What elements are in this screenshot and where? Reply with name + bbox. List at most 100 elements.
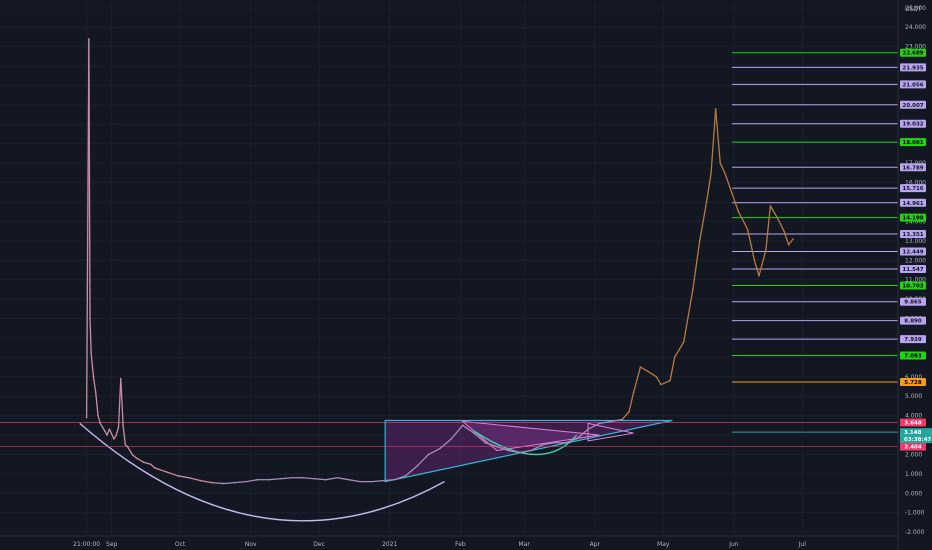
price-segment [154,467,167,473]
price-tick-label: 0.000 [905,490,922,497]
level-price-badge [900,138,926,147]
level-price-label: 10.703 [902,283,923,289]
price-tick-label: 1.000 [905,471,922,478]
price-point [598,422,601,425]
price-segment [692,240,701,290]
level-price-label: 21.935 [902,65,923,71]
price-point [97,414,99,417]
price-point [758,274,760,277]
price-segment [610,418,623,423]
currency-label: USDT [905,6,922,13]
price-point [99,422,102,425]
price-tick-label: 13.000 [905,238,926,245]
price-segment [628,392,635,412]
price-point [646,370,649,372]
price-point [682,341,685,343]
level-price-badge [900,297,926,306]
price-segment [731,192,740,212]
level-price-label: 21.056 [902,82,923,88]
price-segment [246,479,258,483]
price-point [165,471,168,473]
price-tick-label: 16.000 [905,180,926,187]
price-point [336,476,339,479]
price-tick-label: 4.000 [905,413,922,420]
price-segment [127,446,133,455]
level-price-badge [900,351,926,360]
time-axis[interactable]: 21:00:00 Sep Oct Nov Dec 2021 Feb Mar Apr May Jun J… [73,541,806,548]
price-segment [462,424,475,434]
price-segment [530,444,543,452]
price-point [108,428,111,431]
time-tick-label: 2021 [382,541,397,548]
price-segment [587,422,600,430]
price-segment [776,217,785,232]
time-tick-label: Jul [798,541,807,548]
current-price-label: 3.148 [904,430,922,436]
price-segment [669,357,676,381]
price-point [427,453,430,456]
price-point [404,475,407,477]
price-point [416,465,418,467]
price-segment [303,477,315,480]
price-point [393,478,396,481]
price-segment [705,172,712,203]
price-segment [348,479,361,483]
price-tick-label: 6.000 [905,374,922,381]
price-segment [92,376,97,393]
price-tick-label: 12.000 [905,257,926,264]
price-point [211,481,213,484]
level-price-label: 13.351 [902,232,923,238]
level-price-label: 18.081 [902,140,923,146]
price-point [776,216,779,219]
price-tick-label: 14.000 [905,218,926,225]
price-segment [280,477,292,480]
price-point [94,391,97,394]
price-point [115,434,118,436]
price-segment [95,392,99,416]
price-point [575,438,578,440]
price-segment [88,38,91,319]
price-segment [268,478,281,481]
price-segment [115,427,120,436]
price-point [692,288,694,291]
price-point [450,438,453,440]
level-price-badge [900,335,926,344]
price-point [746,228,749,230]
price-point [117,426,120,429]
level-price-badge [900,378,926,387]
price-segment [143,461,151,465]
price-segment [783,230,790,245]
price-segment [117,378,122,428]
price-point [370,480,373,483]
level-price-label: 20.007 [902,103,923,109]
price-point [359,480,361,483]
price-tick-label: -1.000 [905,510,925,517]
price-segment [89,318,92,354]
price-segment [473,432,486,444]
price-point [507,449,510,452]
price-point [621,418,624,421]
price-point [719,162,722,164]
price-segment [108,428,115,440]
price-segment [715,108,721,164]
price-point [119,377,122,380]
price-point [131,453,133,456]
level-price-label: 7.939 [904,337,922,343]
price-point [222,482,225,485]
level-price-badge [900,247,926,256]
level-price-badge [900,184,926,193]
level-price-badge [900,80,926,89]
time-tick-label: Mar [519,541,531,548]
price-point [122,424,124,427]
price-segment [485,442,498,448]
price-segment [211,481,224,485]
price-segment [699,201,708,241]
price-segment [710,108,717,173]
time-tick-label: Apr [590,541,601,548]
price-point [233,481,236,484]
price-segment [90,353,95,377]
price-segment [150,463,156,469]
price-segment [405,465,418,477]
level-price-label: 19.032 [902,122,923,128]
